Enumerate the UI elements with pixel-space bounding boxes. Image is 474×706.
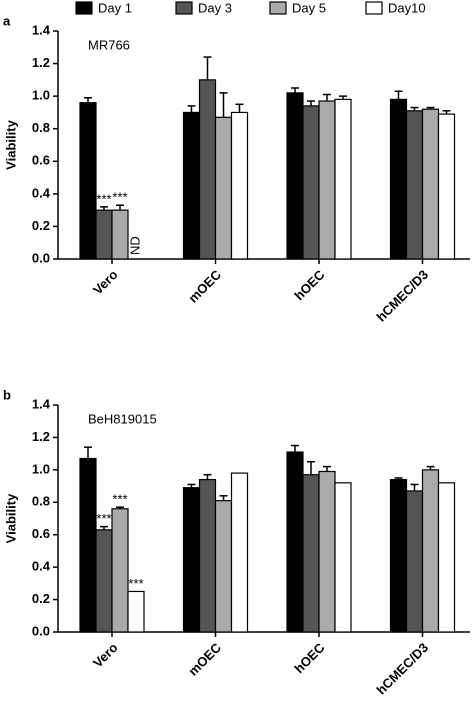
legend-swatch (365, 1, 383, 15)
bar (318, 470, 336, 633)
y-tick-label: 1.4 (32, 22, 51, 37)
bar-annotation: ND (127, 236, 142, 255)
bar-annotation: *** (112, 190, 127, 205)
bar (405, 490, 424, 633)
x-tick-label: hOEC (291, 267, 328, 304)
y-tick-label: 0.8 (32, 494, 50, 509)
y-tick-label: 1.2 (32, 55, 50, 70)
legend-label: Day 1 (98, 0, 132, 15)
y-tick-label: 1.0 (32, 88, 50, 103)
bar-annotation: *** (128, 576, 143, 591)
annotation: MR766 (88, 37, 130, 52)
y-tick-label: 1.4 (32, 396, 51, 411)
y-tick-label: 0.6 (32, 526, 50, 541)
bar (334, 482, 352, 633)
y-tick-label: 0.0 (32, 250, 50, 265)
bar (230, 472, 249, 633)
bar (302, 105, 320, 260)
bar (95, 209, 113, 260)
bar (111, 209, 129, 260)
bar (79, 457, 97, 633)
y-axis-label: Viability (3, 119, 18, 169)
y-tick-label: 0.2 (32, 591, 50, 606)
bar (198, 79, 217, 260)
y-tick-label: 0.4 (32, 185, 51, 200)
bar (437, 113, 456, 260)
bar (334, 98, 352, 260)
legend-swatch (75, 1, 93, 15)
bar (318, 100, 336, 260)
bar (286, 92, 304, 260)
bar (437, 482, 456, 633)
panel-label: a (3, 13, 11, 28)
y-tick-label: 0.8 (32, 120, 50, 135)
bar (79, 102, 97, 260)
bar (95, 529, 113, 633)
x-tick-label: hCMEC/D3 (373, 640, 431, 698)
y-tick-label: 0.6 (32, 153, 50, 168)
y-tick-label: 0.0 (32, 623, 50, 638)
bar (302, 474, 320, 633)
x-tick-label: hCMEC/D3 (373, 267, 431, 325)
legend-swatch (269, 1, 287, 15)
x-tick-label: Vero (90, 267, 121, 298)
bar (286, 451, 304, 633)
bar (421, 108, 440, 260)
annotation: BeH819015 (88, 411, 157, 426)
y-tick-label: 1.0 (32, 461, 50, 476)
bar (389, 98, 408, 260)
panel-label: b (3, 387, 11, 402)
bar (214, 500, 233, 633)
y-tick-label: 1.2 (32, 429, 50, 444)
bar (405, 110, 424, 260)
legend-label: Day 3 (198, 0, 232, 15)
legend-label: Day 5 (292, 0, 326, 15)
bar (230, 111, 249, 260)
y-tick-label: 0.2 (32, 218, 50, 233)
bar (182, 487, 201, 633)
bar (127, 590, 145, 633)
bar-annotation: *** (96, 191, 111, 206)
bar-annotation: *** (112, 492, 127, 507)
y-axis-label: Viability (3, 493, 18, 543)
y-tick-label: 0.4 (32, 559, 51, 574)
bar (182, 111, 201, 260)
bar (198, 478, 217, 633)
legend-swatch (175, 1, 193, 15)
x-tick-label: mOEC (185, 267, 224, 306)
bar (389, 478, 408, 633)
x-tick-label: hOEC (291, 640, 328, 677)
legend-label: Day10 (388, 0, 426, 15)
bar-annotation: *** (96, 511, 111, 526)
bar (111, 508, 129, 633)
bar (214, 116, 233, 260)
bar (421, 469, 440, 633)
x-tick-label: Vero (90, 640, 121, 671)
x-tick-label: mOEC (185, 640, 224, 679)
